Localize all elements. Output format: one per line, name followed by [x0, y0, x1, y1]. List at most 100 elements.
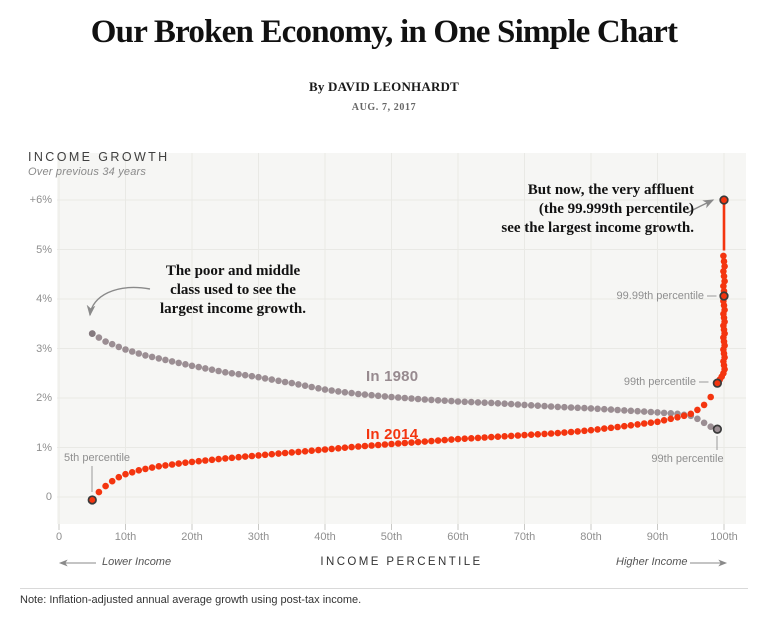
- data-dot-red: [275, 450, 282, 457]
- data-dot-gray: [547, 403, 555, 410]
- data-dot-red: [468, 435, 475, 442]
- data-dot-gray: [248, 372, 256, 380]
- highlighted-dot: [712, 378, 722, 388]
- data-dot-red: [454, 435, 462, 443]
- data-dot-red: [541, 430, 548, 438]
- data-dot-red: [148, 464, 156, 471]
- data-dot-red: [647, 419, 655, 427]
- data-dot-gray: [222, 369, 229, 376]
- x-tick-label: 40th: [314, 531, 336, 543]
- data-dot-gray: [268, 376, 276, 383]
- data-dot-red: [215, 455, 222, 463]
- data-dot-gray: [381, 393, 389, 400]
- data-dot-red: [335, 445, 342, 452]
- data-dot-gray: [587, 405, 595, 412]
- data-dot-red: [374, 441, 382, 449]
- data-dot-red: [521, 431, 528, 439]
- data-dot-red: [135, 467, 143, 474]
- data-dot-gray: [461, 398, 469, 406]
- data-dot-red: [700, 401, 708, 409]
- data-dot-gray: [195, 363, 202, 371]
- data-dot-gray: [527, 402, 535, 409]
- series-label-1980: In 1980: [366, 368, 419, 385]
- data-dot-red: [554, 429, 562, 437]
- data-dot-gray: [95, 334, 103, 341]
- data-dot-gray: [208, 366, 216, 374]
- data-dot-red: [680, 412, 688, 420]
- data-dot-red: [448, 436, 455, 443]
- data-dot-red: [401, 439, 409, 447]
- data-dot-red: [168, 461, 176, 468]
- data-dot-gray: [188, 362, 196, 370]
- data-dot-gray: [627, 407, 635, 415]
- data-dot-red: [614, 423, 621, 431]
- data-dot-gray: [567, 404, 575, 411]
- data-dot-gray: [308, 383, 316, 391]
- data-dot-gray: [168, 358, 176, 365]
- data-dot-red: [501, 433, 508, 440]
- y-tick-label: +6%: [29, 194, 52, 206]
- data-dot-gray: [215, 367, 222, 375]
- data-dot-gray: [507, 400, 515, 408]
- data-dot-gray: [155, 355, 163, 362]
- data-dot-gray: [694, 415, 701, 423]
- data-dot-gray: [401, 394, 409, 402]
- data-dot-red: [507, 432, 515, 440]
- arrow-to-2014-peak-icon: [686, 199, 715, 214]
- data-dot-gray: [488, 399, 495, 407]
- data-dot-red: [348, 443, 355, 451]
- data-dot-red: [288, 449, 296, 456]
- data-dot-red: [95, 488, 103, 496]
- data-dot-red: [222, 455, 229, 462]
- data-dot-gray: [654, 409, 661, 416]
- x-tick-label: 20th: [181, 531, 203, 543]
- data-dot-red: [408, 439, 415, 446]
- data-dot-red: [255, 452, 262, 459]
- data-dot-red: [308, 447, 316, 455]
- data-dot-red: [235, 453, 242, 461]
- series-label-2014: In 2014: [366, 426, 419, 443]
- data-dot-red: [228, 454, 236, 462]
- data-dot-red: [640, 420, 648, 427]
- data-dot-red: [527, 431, 535, 439]
- x-tick-label: 80th: [580, 531, 602, 543]
- x-axis-higher-income-label: Higher Income: [616, 556, 688, 568]
- footnote: Note: Inflation-adjusted annual average …: [20, 594, 362, 606]
- data-dot-gray: [275, 377, 282, 385]
- data-dot-gray: [255, 373, 262, 381]
- highlighted-dot: [712, 424, 722, 434]
- data-dot-gray: [355, 390, 362, 398]
- data-dot-gray: [115, 343, 123, 351]
- callout-99th-percentile-2014: 99th percentile: [623, 376, 696, 388]
- data-dot-gray: [142, 352, 149, 359]
- data-dot-red: [208, 456, 216, 464]
- data-dot-red: [694, 406, 701, 414]
- data-dot-gray: [235, 370, 242, 378]
- data-dot-red: [667, 415, 675, 423]
- data-dot-red: [122, 470, 129, 478]
- data-dot-red: [547, 430, 555, 437]
- data-dot-gray: [534, 402, 542, 410]
- data-dot-1980-start: [88, 330, 96, 338]
- data-dot-gray: [594, 405, 601, 413]
- data-dot-red: [261, 451, 269, 459]
- data-dot-red: [142, 465, 149, 473]
- callout-99th-percentile-1980: 99th percentile: [651, 453, 724, 465]
- byline: By DAVID LEONHARDT: [309, 79, 459, 94]
- data-dot-red: [660, 417, 668, 424]
- data-dot-spike: [720, 252, 727, 260]
- data-dot-spike: [721, 263, 728, 270]
- data-dot-red: [281, 449, 289, 457]
- data-dot-red: [428, 437, 435, 445]
- data-dot-gray: [341, 389, 349, 396]
- data-dot-red: [488, 433, 495, 441]
- data-dot-gray: [614, 406, 621, 414]
- data-dot-red: [195, 457, 202, 465]
- data-dot-gray: [368, 391, 375, 399]
- data-dot-red: [461, 435, 469, 443]
- data-dot-gray: [108, 340, 116, 348]
- data-dot-gray: [241, 371, 249, 379]
- data-dot-gray: [301, 382, 309, 390]
